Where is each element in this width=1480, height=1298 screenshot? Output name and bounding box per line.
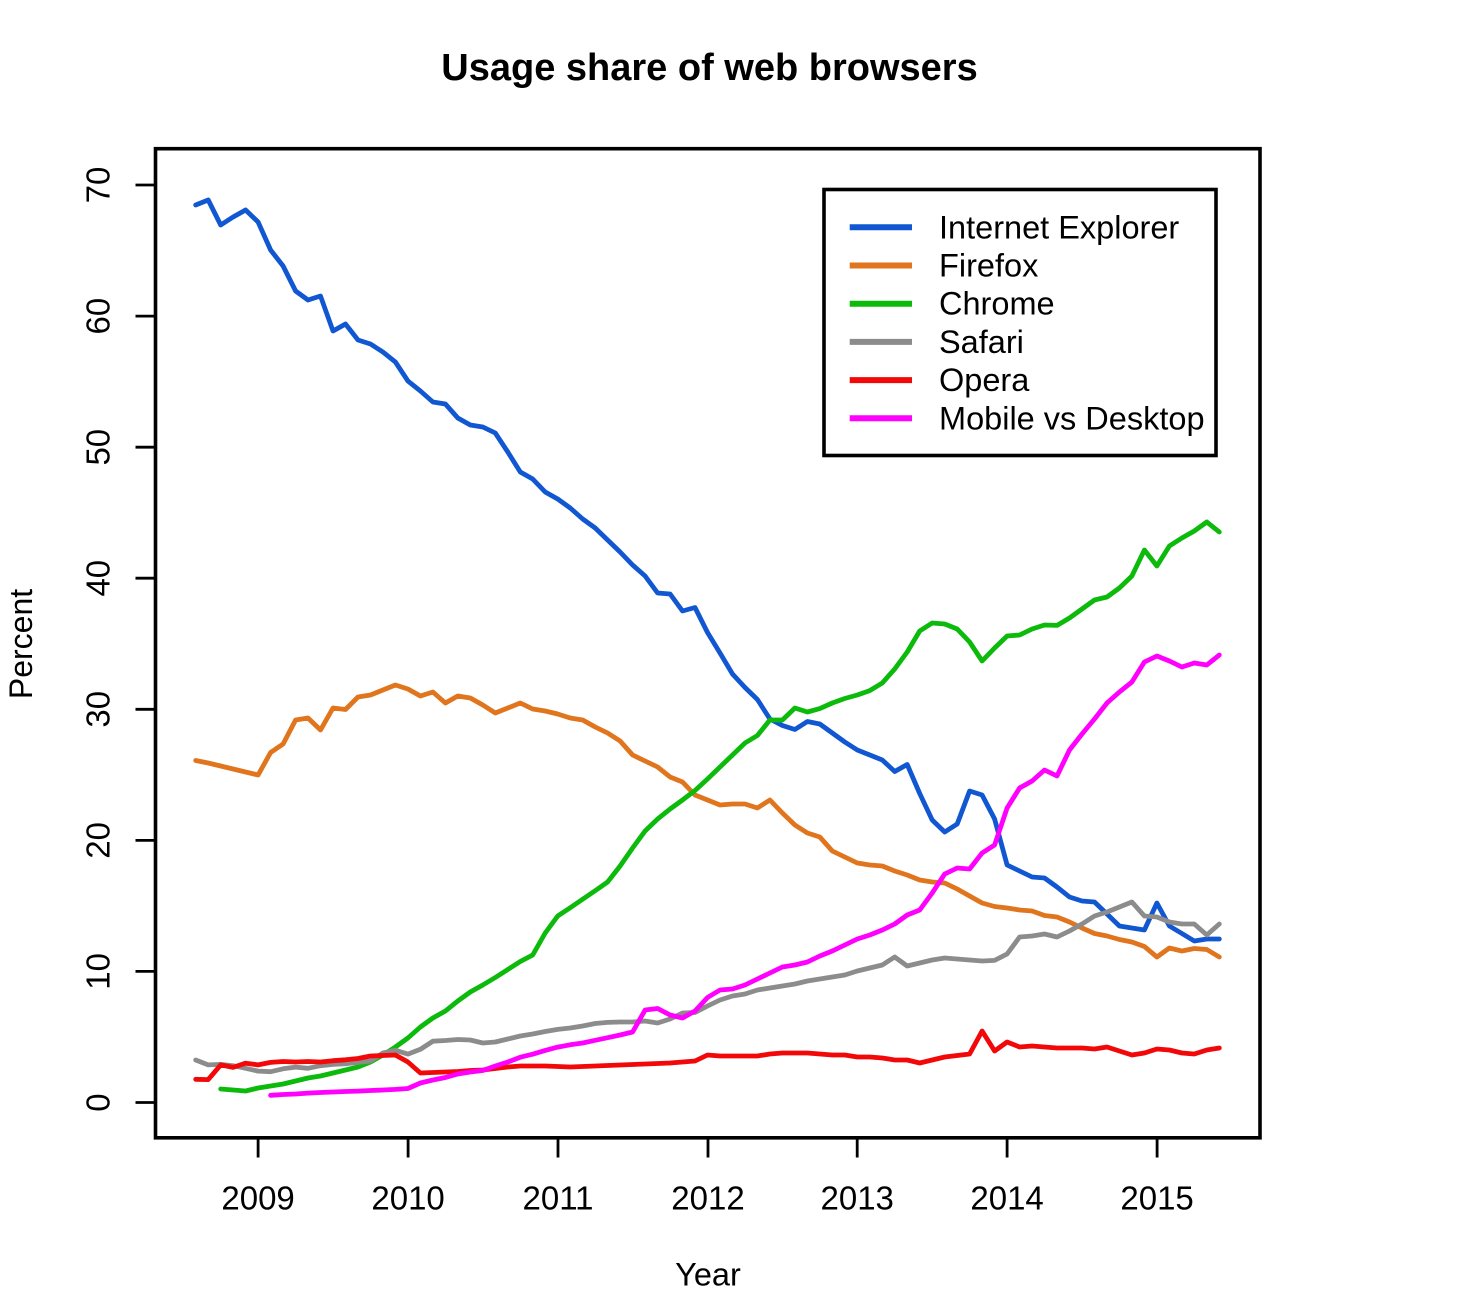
svg-text:Usage share of web browsers: Usage share of web browsers bbox=[441, 47, 977, 89]
svg-text:70: 70 bbox=[80, 167, 117, 204]
svg-text:2010: 2010 bbox=[371, 1180, 444, 1217]
svg-text:50: 50 bbox=[80, 429, 117, 466]
svg-text:Safari: Safari bbox=[939, 324, 1024, 360]
svg-text:2009: 2009 bbox=[221, 1180, 294, 1217]
svg-text:20: 20 bbox=[80, 822, 117, 859]
svg-text:Chrome: Chrome bbox=[939, 286, 1055, 322]
svg-text:2011: 2011 bbox=[523, 1180, 594, 1217]
svg-text:2015: 2015 bbox=[1120, 1180, 1193, 1217]
svg-text:30: 30 bbox=[80, 691, 117, 728]
svg-text:2014: 2014 bbox=[970, 1180, 1043, 1217]
svg-text:Firefox: Firefox bbox=[939, 248, 1038, 284]
svg-text:0: 0 bbox=[80, 1093, 117, 1111]
svg-text:2012: 2012 bbox=[671, 1180, 744, 1217]
svg-text:Year: Year bbox=[675, 1257, 741, 1293]
svg-text:Mobile vs Desktop: Mobile vs Desktop bbox=[939, 400, 1205, 436]
svg-text:10: 10 bbox=[80, 953, 117, 990]
svg-text:2013: 2013 bbox=[820, 1180, 893, 1217]
svg-text:40: 40 bbox=[80, 560, 117, 597]
svg-text:Percent: Percent bbox=[3, 589, 39, 699]
svg-text:Opera: Opera bbox=[939, 362, 1030, 398]
svg-text:Internet Explorer: Internet Explorer bbox=[939, 209, 1179, 245]
svg-text:60: 60 bbox=[80, 298, 117, 335]
